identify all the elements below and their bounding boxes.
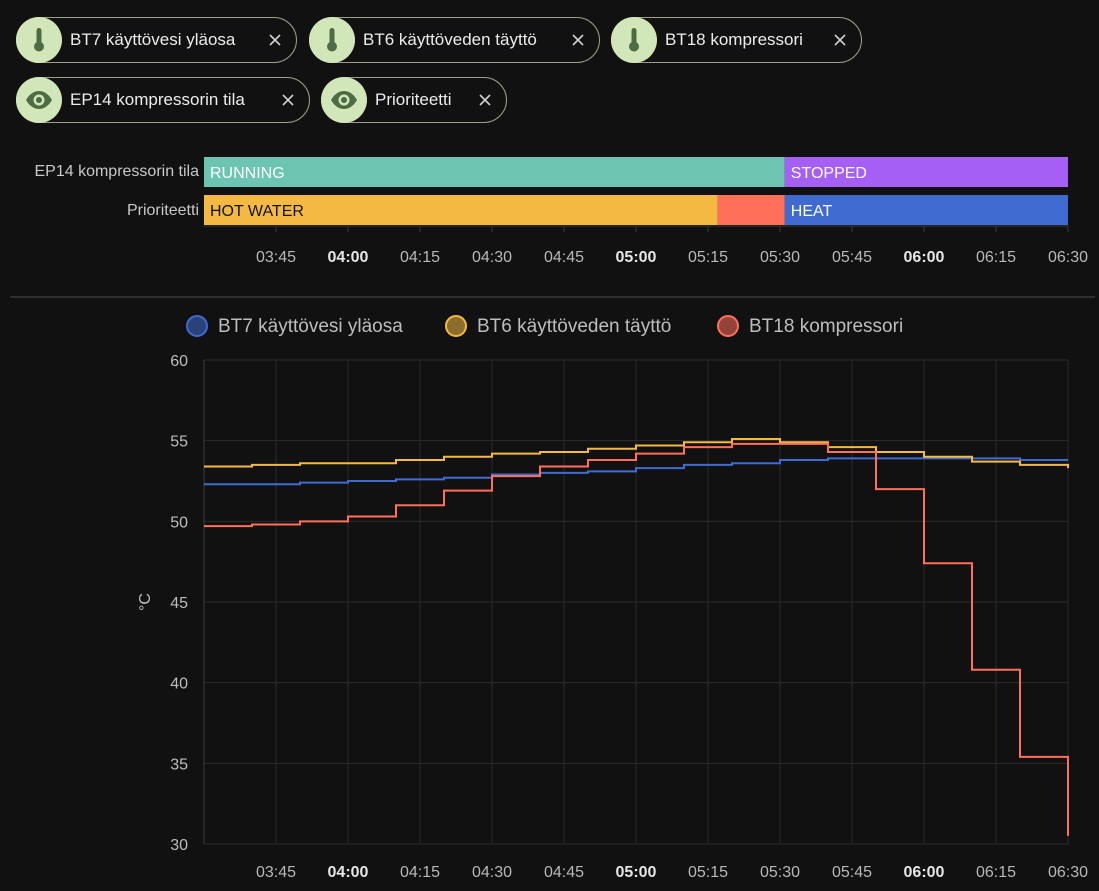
y-tick-label: 60 <box>170 353 188 370</box>
chip-label: BT6 käyttöveden täyttö <box>363 30 537 49</box>
chip-ep14[interactable]: EP14 kompressorin tila <box>16 77 310 123</box>
timeline-segment[interactable] <box>784 157 1068 187</box>
timeline-tick-label: 04:00 <box>328 249 369 266</box>
thermometer-icon <box>309 17 355 63</box>
x-tick-label: 04:30 <box>472 864 512 881</box>
timeline-row-label: EP14 kompressorin tila <box>34 163 199 180</box>
legend-swatch[interactable] <box>717 315 739 337</box>
chip-bt7[interactable]: BT7 käyttövesi yläosa <box>16 17 297 63</box>
eye-icon <box>16 77 62 123</box>
x-tick-label: 03:45 <box>256 864 296 881</box>
chip-prioriteetti[interactable]: Prioriteetti <box>321 77 507 123</box>
y-tick-label: 50 <box>170 514 188 531</box>
timeline-tick-label: 04:15 <box>400 249 440 266</box>
chip-bt18[interactable]: BT18 kompressori <box>611 17 862 63</box>
y-tick-label: 40 <box>170 676 188 693</box>
timeline-segment-label: RUNNING <box>210 165 285 182</box>
x-tick-label: 04:00 <box>328 864 369 881</box>
series-line[interactable] <box>204 438 1069 469</box>
series-line[interactable] <box>204 457 1068 486</box>
timeline-tick-label: 05:30 <box>760 249 800 266</box>
x-tick-label: 05:30 <box>760 864 800 881</box>
y-tick-label: 55 <box>170 434 188 451</box>
chip-label: BT7 käyttövesi yläosa <box>70 30 236 49</box>
x-tick-label: 06:30 <box>1048 864 1088 881</box>
timeline-tick-label: 06:15 <box>976 249 1016 266</box>
y-tick-label: 45 <box>170 595 188 612</box>
close-icon[interactable] <box>281 93 295 107</box>
legend-swatch[interactable] <box>186 315 208 337</box>
x-tick-label: 06:00 <box>904 864 945 881</box>
close-icon[interactable] <box>268 33 282 47</box>
timeline-tick-label: 05:15 <box>688 249 728 266</box>
chip-label: BT18 kompressori <box>665 30 803 49</box>
eye-icon <box>321 77 367 123</box>
timeline-tick-label: 04:45 <box>544 249 584 266</box>
timeline-tick-label: 05:00 <box>616 249 657 266</box>
chip-label: EP14 kompressorin tila <box>70 90 245 109</box>
x-tick-label: 05:15 <box>688 864 728 881</box>
timeline-segment[interactable] <box>784 195 1068 225</box>
close-icon[interactable] <box>478 93 492 107</box>
legend-label[interactable]: BT6 käyttöveden täyttö <box>477 316 671 337</box>
thermometer-icon <box>16 17 62 63</box>
timeline-tick-label: 06:00 <box>904 249 945 266</box>
timeline-tick-label: 05:45 <box>832 249 872 266</box>
timeline-segment-label: HEAT <box>791 203 833 220</box>
temperature-line-chart: BT7 käyttövesi yläosa BT6 käyttöveden täy… <box>137 315 1088 881</box>
x-tick-label: 05:45 <box>832 864 872 881</box>
timeline-row-label: Prioriteetti <box>127 202 199 219</box>
timeline-tick-label: 03:45 <box>256 249 296 266</box>
legend-label[interactable]: BT18 kompressori <box>749 316 903 337</box>
chip-label: Prioriteetti <box>375 90 452 109</box>
timeline-segment[interactable] <box>204 157 785 187</box>
close-icon[interactable] <box>571 33 585 47</box>
timeline-tick-label: 06:30 <box>1048 249 1088 266</box>
divider <box>10 296 1095 298</box>
timeline-segment[interactable] <box>717 195 785 225</box>
thermometer-icon <box>611 17 657 63</box>
x-tick-label: 05:00 <box>616 864 657 881</box>
timeline-chart: EP14 kompressorin tila Prioriteetti RUNN… <box>34 157 1088 266</box>
timeline-tick-label: 04:30 <box>472 249 512 266</box>
legend-swatch[interactable] <box>445 315 467 337</box>
x-tick-label: 04:15 <box>400 864 440 881</box>
y-tick-label: 30 <box>170 837 188 854</box>
chip-bt6[interactable]: BT6 käyttöveden täyttö <box>309 17 600 63</box>
x-tick-label: 04:45 <box>544 864 584 881</box>
y-tick-label: 35 <box>170 756 188 773</box>
legend-label[interactable]: BT7 käyttövesi yläosa <box>218 316 403 337</box>
timeline-segment-label: STOPPED <box>791 165 867 182</box>
close-icon[interactable] <box>833 33 847 47</box>
timeline-segment[interactable] <box>204 195 718 225</box>
x-tick-label: 06:15 <box>976 864 1016 881</box>
y-axis-label: °C <box>137 593 154 611</box>
timeline-segment-label: HOT WATER <box>210 203 304 220</box>
series-line[interactable] <box>204 442 1069 836</box>
